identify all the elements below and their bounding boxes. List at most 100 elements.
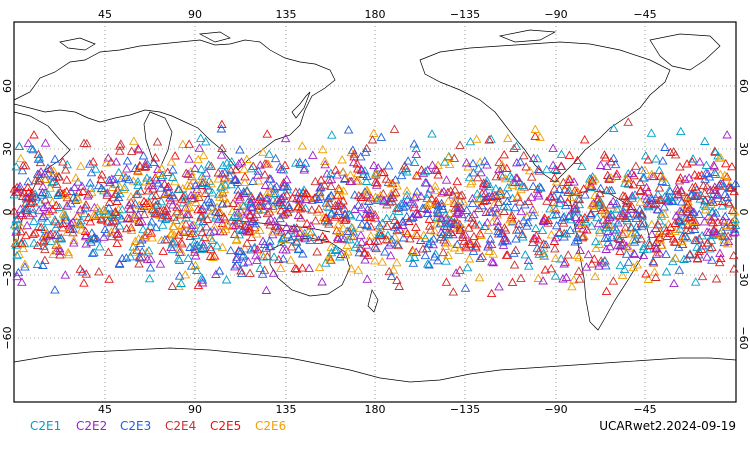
observation-marker <box>499 233 510 242</box>
observation-marker <box>157 170 168 180</box>
observation-marker <box>654 165 665 175</box>
observation-marker <box>674 175 685 185</box>
observation-marker <box>690 235 700 244</box>
observation-marker <box>655 171 666 180</box>
observation-marker <box>647 219 657 229</box>
observation-marker <box>723 197 733 206</box>
observation-marker <box>191 230 201 240</box>
observation-marker <box>339 234 349 243</box>
observation-marker <box>167 281 178 290</box>
observation-marker <box>715 169 726 179</box>
observation-marker <box>199 200 209 210</box>
observation-marker <box>599 150 610 159</box>
observation-marker <box>11 214 21 224</box>
observation-marker <box>92 234 102 243</box>
observation-marker <box>306 227 317 236</box>
observation-marker <box>115 146 125 155</box>
observation-marker <box>342 226 352 235</box>
observation-marker <box>530 233 540 243</box>
observation-marker <box>234 218 244 227</box>
observation-marker <box>417 203 428 212</box>
observation-marker <box>631 161 641 170</box>
observation-marker <box>125 251 136 261</box>
observation-marker <box>268 268 279 277</box>
observation-marker <box>217 181 227 191</box>
observation-marker <box>73 177 83 186</box>
observation-marker <box>715 248 725 257</box>
observation-marker <box>468 246 479 255</box>
observation-marker <box>182 209 192 218</box>
observation-marker <box>376 167 387 177</box>
observation-marker <box>276 194 286 203</box>
observation-marker <box>174 247 185 256</box>
observation-marker <box>276 227 287 236</box>
observation-marker <box>206 178 216 188</box>
observation-marker <box>124 174 134 184</box>
observation-marker <box>238 201 249 210</box>
observation-marker <box>330 165 341 174</box>
observation-marker <box>723 236 734 245</box>
observation-marker <box>646 128 657 137</box>
observation-marker <box>245 216 255 226</box>
observation-marker <box>133 166 144 176</box>
observation-marker <box>610 159 621 169</box>
observation-marker <box>563 177 573 186</box>
observation-marker <box>140 161 151 170</box>
observation-marker <box>497 163 508 172</box>
observation-marker <box>242 154 252 163</box>
observation-marker <box>474 272 485 282</box>
observation-marker <box>30 175 41 185</box>
observation-marker <box>533 273 544 282</box>
observation-marker <box>467 193 478 203</box>
observation-marker <box>369 128 379 137</box>
observation-marker <box>360 147 371 156</box>
observation-marker <box>465 239 476 248</box>
observation-marker <box>499 206 509 215</box>
observation-marker <box>392 257 402 267</box>
observation-marker <box>217 119 227 128</box>
observation-marker <box>209 226 219 235</box>
observation-marker <box>467 198 478 207</box>
observation-marker <box>430 181 440 190</box>
observation-marker <box>144 273 155 283</box>
observation-marker <box>393 240 404 250</box>
observation-marker <box>293 202 303 211</box>
observation-marker <box>26 143 36 153</box>
observation-marker <box>392 225 402 235</box>
observation-marker <box>263 200 273 209</box>
observation-marker <box>615 246 625 255</box>
observation-marker <box>68 192 79 202</box>
observation-marker <box>589 254 600 263</box>
observation-marker <box>426 193 437 203</box>
observation-marker <box>655 235 666 244</box>
observation-marker <box>461 205 472 214</box>
observation-marker <box>117 204 127 214</box>
observation-marker <box>556 194 566 204</box>
observation-marker <box>718 181 729 191</box>
observation-marker <box>514 181 524 191</box>
observation-marker <box>272 195 282 205</box>
observation-marker <box>643 187 653 196</box>
observation-marker <box>580 190 590 199</box>
observation-marker <box>617 229 628 239</box>
observation-marker <box>339 174 350 183</box>
observation-marker <box>270 153 281 163</box>
observation-marker <box>292 203 302 212</box>
observation-marker <box>88 210 99 220</box>
observation-marker <box>677 204 688 214</box>
observation-marker <box>444 159 455 168</box>
observation-marker <box>20 259 30 268</box>
observation-marker <box>23 138 34 147</box>
observation-marker <box>493 226 503 235</box>
observation-marker <box>491 183 501 193</box>
observation-marker <box>500 225 511 234</box>
observation-marker <box>720 211 730 221</box>
lon-label-bottom-90: 90 <box>188 403 202 416</box>
observation-marker <box>538 239 549 248</box>
observation-marker <box>722 192 733 201</box>
observation-marker <box>670 226 680 236</box>
observation-marker <box>150 172 161 182</box>
observation-marker <box>651 249 662 259</box>
observation-marker <box>601 260 611 270</box>
bottom-lon-labels: 45 90 135 180 −135 −90 −45 <box>98 403 657 416</box>
